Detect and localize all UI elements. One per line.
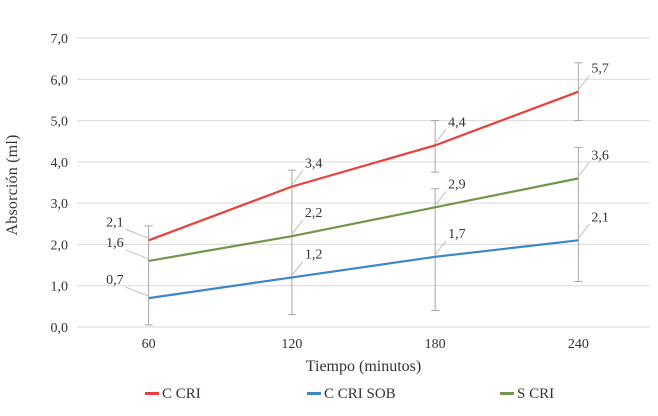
svg-text:2,1: 2,1 [106, 215, 124, 230]
svg-text:180: 180 [425, 337, 446, 352]
svg-text:1,0: 1,0 [51, 280, 69, 295]
gridlines [77, 37, 650, 328]
legend-item-c-cri: C CRI [145, 386, 201, 403]
svg-text:6,0: 6,0 [51, 73, 69, 88]
legend-dash-icon [145, 392, 159, 395]
svg-text:1,6: 1,6 [106, 236, 124, 251]
svg-text:2,9: 2,9 [448, 177, 466, 192]
series-line-c-cri-sob [148, 239, 579, 300]
svg-text:0,0: 0,0 [51, 321, 69, 336]
x-axis-title: Tiempo (minutos) [305, 358, 422, 375]
svg-text:5,0: 5,0 [51, 115, 69, 130]
svg-text:2,2: 2,2 [305, 206, 323, 221]
svg-text:5,7: 5,7 [591, 62, 609, 77]
svg-text:4,0: 4,0 [51, 156, 69, 171]
series-line-s-cri [148, 177, 579, 263]
legend-item-s-cri: S CRI [500, 386, 554, 403]
legend: C CRI C CRI SOB S CRI [0, 386, 658, 410]
svg-text:2,0: 2,0 [51, 238, 69, 253]
svg-text:1,2: 1,2 [305, 247, 323, 262]
data-labels: 2,1 3,4 4,4 5,7 0,7 1,2 1,7 2,1 1,6 2,2 2,9 3,6 [106, 62, 609, 297]
svg-text:4,4: 4,4 [448, 115, 466, 130]
svg-text:240: 240 [568, 337, 589, 352]
legend-label: S CRI [517, 386, 555, 402]
legend-item-c-cri-sob: C CRI SOB [307, 386, 396, 403]
svg-text:7,0: 7,0 [51, 32, 69, 47]
svg-text:0,7: 0,7 [106, 273, 124, 288]
legend-label: C CRI [162, 386, 201, 402]
svg-text:3,0: 3,0 [51, 197, 69, 212]
series-line-c-cri [148, 90, 579, 242]
svg-text:120: 120 [281, 337, 302, 352]
svg-text:1,7: 1,7 [448, 227, 466, 242]
legend-label: C CRI SOB [324, 386, 396, 402]
legend-dash-icon [307, 392, 321, 395]
svg-text:3,4: 3,4 [305, 157, 323, 172]
svg-text:2,1: 2,1 [591, 210, 609, 225]
y-axis-title: Absorción (ml) [4, 134, 21, 236]
svg-text:60: 60 [142, 337, 156, 352]
svg-text:3,6: 3,6 [591, 148, 609, 163]
legend-dash-icon [500, 392, 514, 395]
axis-tick-labels: 0,0 1,0 2,0 3,0 4,0 5,0 6,0 7,0 60 120 180 240 [51, 32, 589, 352]
error-bars [144, 62, 583, 326]
